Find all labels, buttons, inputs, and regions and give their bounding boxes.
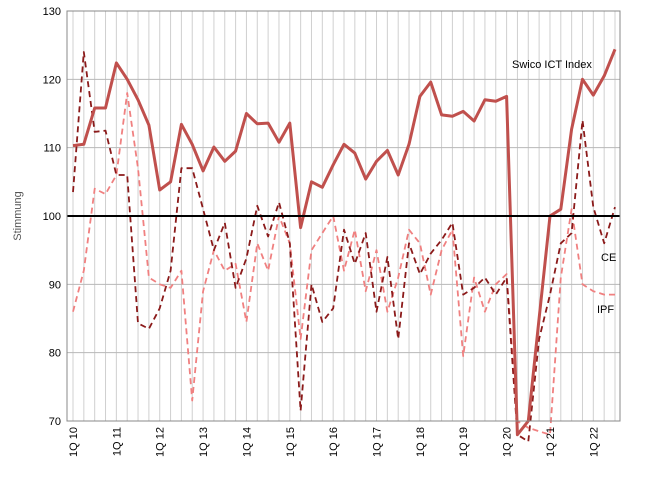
x-tick-label: 1Q 22: [588, 427, 600, 457]
y-tick-label: 90: [49, 279, 61, 291]
x-tick-label: 1Q 16: [328, 427, 340, 457]
y-tick-label: 70: [49, 416, 61, 428]
series-line-ce: [72, 51, 616, 443]
plot-frame: [66, 10, 621, 422]
x-tick-label: 1Q 19: [458, 427, 470, 457]
series-lines: [72, 48, 617, 443]
x-tick-labels: 1Q 10 1Q 11 1Q 12 1Q 13 1Q 14 1Q 15 1Q 16 1Q 17…: [68, 427, 600, 457]
x-tick-label: 1Q 17: [372, 427, 384, 457]
x-tick-label: 1Q 15: [285, 427, 297, 457]
y-tick-label: 110: [43, 143, 61, 155]
x-tick-label: 1Q 20: [502, 427, 514, 457]
x-tick-label: 1Q 12: [155, 427, 167, 457]
series-label-swico-ict-index: Swico ICT Index: [512, 59, 592, 71]
x-tick-label: 1Q 14: [241, 427, 253, 457]
y-tick-label: 130: [43, 6, 61, 18]
x-tick-label: 1Q 11: [111, 427, 123, 456]
series-label-ipf: IPF: [597, 304, 614, 316]
series-line-swico-ict-index: [72, 48, 617, 437]
x-tick-label: 1Q 13: [198, 427, 210, 457]
y-tick-label: 100: [43, 211, 61, 223]
y-tick-labels: 70 80 90 100 110 120 130: [43, 6, 61, 428]
y-tick-label: 120: [43, 74, 61, 86]
x-tick-label: 1Q 18: [415, 427, 427, 457]
y-axis-label: Stimmung: [12, 191, 24, 241]
y-tick-label: 80: [49, 348, 61, 360]
series-label-ce: CE: [601, 252, 616, 264]
x-tick-label: 1Q 21: [545, 427, 557, 457]
x-tick-label: 1Q 10: [68, 427, 80, 457]
